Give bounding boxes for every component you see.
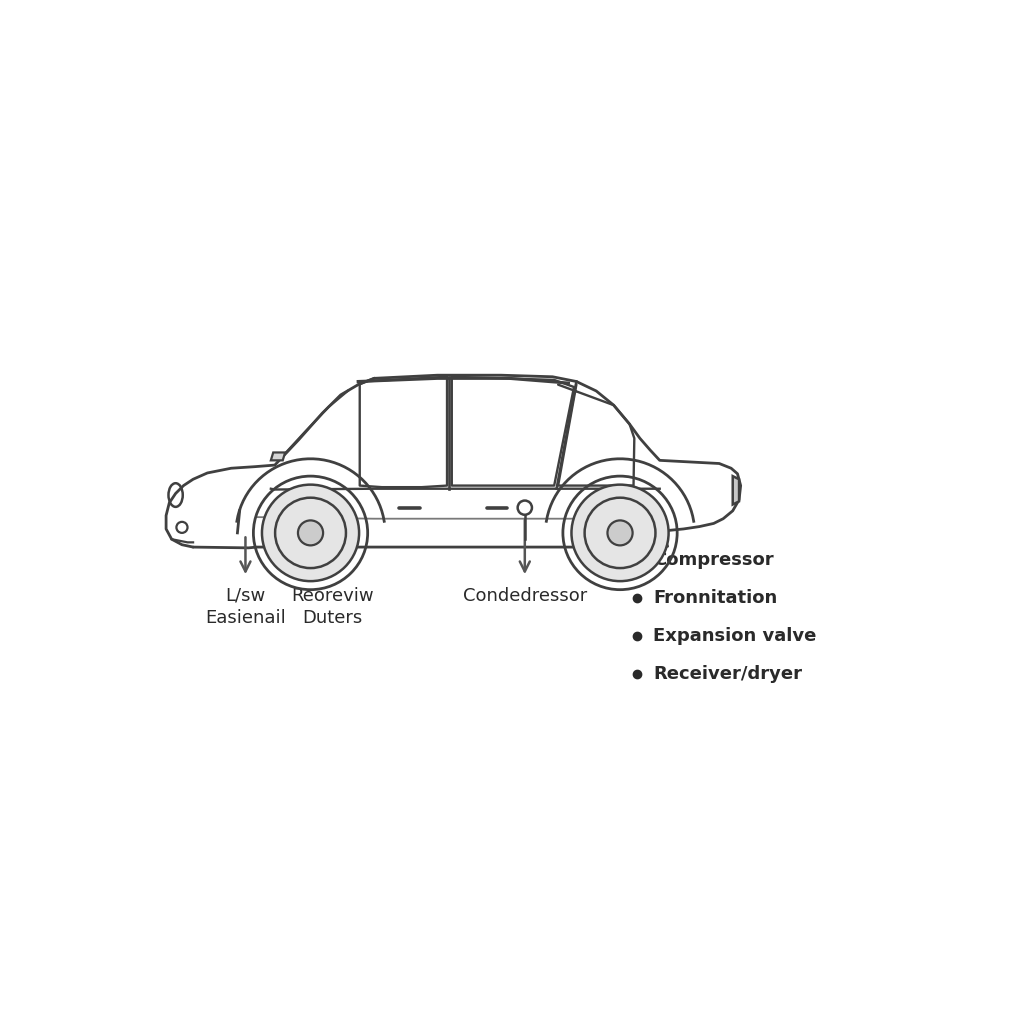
- Text: Compressor: Compressor: [653, 552, 774, 569]
- Circle shape: [571, 484, 669, 582]
- Circle shape: [298, 520, 324, 546]
- Circle shape: [262, 484, 359, 582]
- Text: Reoreviw
Duters: Reoreviw Duters: [292, 587, 374, 628]
- Circle shape: [518, 501, 531, 515]
- Circle shape: [607, 520, 633, 546]
- Text: L/sw
Easienail: L/sw Easienail: [205, 587, 286, 628]
- Text: Condedressor: Condedressor: [463, 587, 587, 604]
- Text: Fronnitation: Fronnitation: [653, 590, 777, 607]
- Polygon shape: [270, 453, 285, 461]
- Text: Expansion valve: Expansion valve: [653, 627, 817, 645]
- Polygon shape: [733, 476, 739, 505]
- Text: Receiver/dryer: Receiver/dryer: [653, 665, 803, 683]
- Text: 1: 1: [632, 552, 643, 569]
